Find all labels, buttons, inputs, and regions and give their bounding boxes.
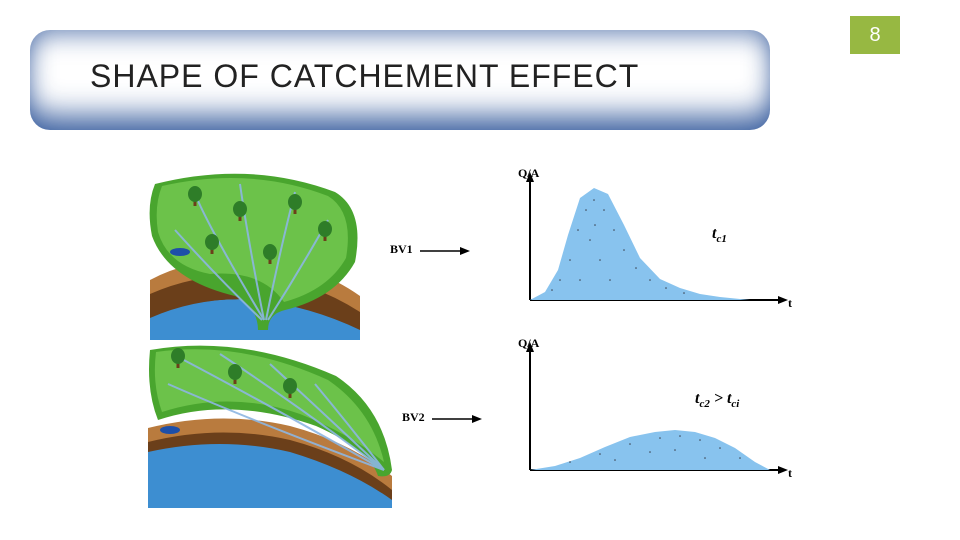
slide: SHAPE OF CATCHEMENT EFFECT 8 xyxy=(0,0,960,540)
page-number-badge: 8 xyxy=(850,16,900,54)
catchment-bv2-diagram xyxy=(140,340,400,510)
x-axis-label: t xyxy=(788,466,792,481)
arrow-icon xyxy=(432,412,482,426)
y-axis-label: Q/A xyxy=(518,336,539,351)
bv2-label: BV2 xyxy=(402,410,425,425)
slide-title: SHAPE OF CATCHEMENT EFFECT xyxy=(90,58,710,95)
title-box: SHAPE OF CATCHEMENT EFFECT xyxy=(30,30,770,130)
tc2-label: tc2 > tci xyxy=(695,390,739,410)
diagram-content: BV1 xyxy=(140,170,820,510)
row-bv1: BV1 xyxy=(140,170,820,330)
arrow-icon xyxy=(420,244,470,258)
bv1-label: BV1 xyxy=(390,242,413,257)
hydrograph-bv1 xyxy=(500,170,800,330)
hydrograph-bv2 xyxy=(500,340,800,500)
tc1-label: tc1 xyxy=(712,225,727,245)
row-bv2: BV2 Q/A t tc2 > tci xyxy=(140,340,820,500)
x-axis-label: t xyxy=(788,296,792,311)
catchment-bv1-diagram xyxy=(140,170,370,340)
y-axis-label: Q/A xyxy=(518,166,539,181)
